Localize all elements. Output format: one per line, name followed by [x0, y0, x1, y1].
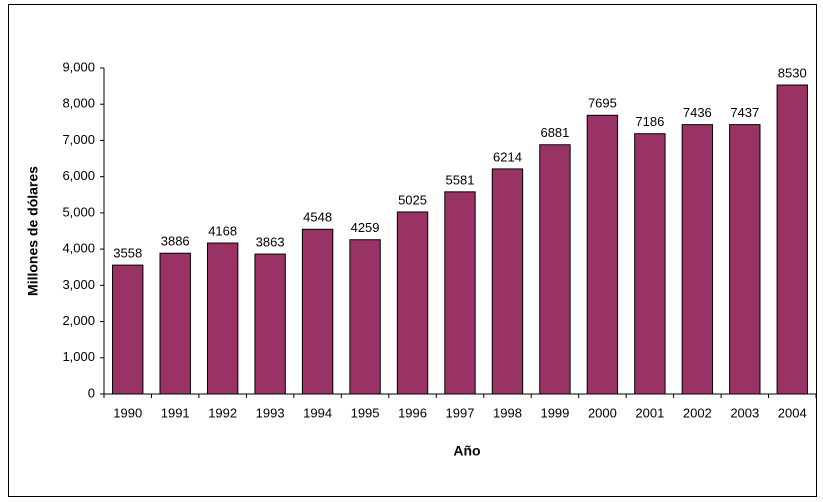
x-tick-label: 1992 — [208, 405, 237, 420]
x-tick-label: 1999 — [540, 405, 569, 420]
value-label: 3886 — [161, 234, 190, 249]
y-tick-label: 8,000 — [62, 96, 95, 111]
value-label: 6214 — [493, 149, 522, 164]
y-tick-label: 2,000 — [62, 313, 95, 328]
value-label: 7186 — [635, 114, 664, 129]
y-tick-label: 0 — [88, 385, 95, 400]
bar — [776, 84, 808, 395]
x-tick-label: 1991 — [161, 405, 190, 420]
x-tick-label: 1993 — [256, 405, 285, 420]
x-axis-title: Año — [453, 443, 480, 459]
y-tick-label: 3,000 — [62, 277, 95, 292]
y-tick-label: 1,000 — [62, 349, 95, 364]
bar — [444, 191, 476, 395]
x-tick-label: 2002 — [683, 405, 712, 420]
bar — [539, 144, 571, 395]
y-axis-title: Millones de dólares — [25, 166, 41, 296]
bar — [491, 168, 524, 395]
bar — [349, 239, 381, 395]
value-label: 5025 — [398, 192, 427, 207]
value-label: 7695 — [588, 96, 617, 111]
value-label: 3863 — [256, 235, 285, 250]
value-label: 7436 — [683, 105, 712, 120]
bar — [586, 114, 619, 395]
x-tick-label: 2003 — [730, 405, 759, 420]
value-label: 6881 — [540, 125, 569, 140]
bar — [634, 133, 666, 395]
value-label: 8530 — [778, 65, 807, 80]
x-tick-label: 2004 — [778, 405, 807, 420]
x-tick-label: 1998 — [493, 405, 522, 420]
bar — [301, 228, 334, 395]
x-tick-label: 1997 — [446, 405, 475, 420]
x-tick-label: 2000 — [588, 405, 617, 420]
y-tick-label: 4,000 — [62, 241, 95, 256]
y-tick-label: 5,000 — [62, 204, 95, 219]
bar — [159, 252, 191, 395]
y-tick-label: 6,000 — [62, 168, 95, 183]
y-tick-label: 7,000 — [62, 132, 95, 147]
x-tick-label: 2001 — [635, 405, 664, 420]
x-tick-label: 1994 — [303, 405, 332, 420]
value-label: 4168 — [208, 223, 237, 238]
bar — [112, 264, 144, 395]
bar — [681, 124, 714, 395]
x-tick-label: 1990 — [113, 405, 142, 420]
bar — [396, 211, 429, 395]
x-tick-label: 1996 — [398, 405, 427, 420]
bar — [729, 124, 761, 395]
value-label: 4259 — [351, 220, 380, 235]
x-tick-label: 1995 — [351, 405, 380, 420]
y-tick-label: 9,000 — [62, 59, 95, 74]
bar — [254, 253, 286, 395]
value-label: 5581 — [446, 172, 475, 187]
value-label: 4548 — [303, 210, 332, 225]
value-label: 7437 — [730, 105, 759, 120]
value-label: 3558 — [113, 246, 142, 261]
bar — [206, 242, 239, 395]
